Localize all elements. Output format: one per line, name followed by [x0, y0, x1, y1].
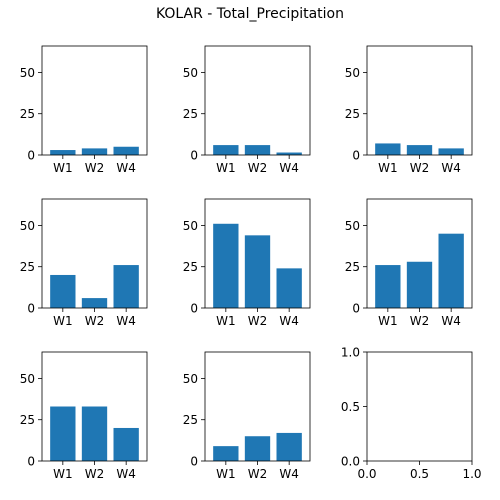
subplot-8-ytick-label-2: 25	[183, 413, 198, 427]
subplot-8-bar-3	[276, 432, 302, 461]
subplot-2-bar-3	[276, 152, 302, 155]
subplot-1-bar-1	[50, 150, 76, 155]
subplot-3-bar-2	[406, 145, 433, 155]
subplot-2-ytick-label-3: 50	[183, 66, 198, 80]
subplot-5-xtick-label-3: W4	[279, 314, 299, 328]
subplot-4-xtick-label-1: W1	[53, 314, 73, 328]
subplot-9-xtick-label-1: 0.0	[357, 467, 376, 481]
subplot-8-bar-2	[244, 436, 271, 461]
subplot-2-xtick-label-2: W2	[248, 161, 268, 175]
subplot-7-xtick-label-2: W2	[85, 467, 105, 481]
subplot-4-ytick-label-1: 0	[27, 302, 35, 316]
subplot-6-bar-1	[375, 265, 401, 308]
subplot-9-ytick-label-1: 0.0	[341, 455, 360, 469]
subplot-1-bar-2	[81, 148, 108, 155]
subplot-7-bar-1	[50, 406, 76, 461]
subplot-2-frame	[204, 45, 311, 156]
subplot-3-ytick-label-1: 0	[352, 149, 360, 163]
subplot-3-xtick-label-3: W4	[441, 161, 461, 175]
subplot-5-xtick-label-1: W1	[216, 314, 236, 328]
subplot-9-frame	[366, 351, 473, 462]
subplot-8-bar-1	[213, 446, 239, 461]
subplot-4-frame	[41, 198, 148, 309]
subplot-6-frame	[366, 198, 473, 309]
subplot-1-frame	[41, 45, 148, 156]
subplot-2-ytick-label-1: 0	[190, 149, 198, 163]
subplot-5-bar-1	[213, 223, 239, 308]
subplot-7-ytick-label-3: 50	[20, 372, 35, 386]
subplot-1-xtick-label-2: W2	[85, 161, 105, 175]
subplot-4-ytick-label-3: 50	[20, 219, 35, 233]
subplot-7-xtick-label-3: W4	[116, 467, 136, 481]
subplot-6-bar-3	[438, 233, 464, 308]
subplot-7-frame	[41, 351, 148, 462]
subplot-8-xtick-label-1: W1	[216, 467, 236, 481]
subplot-4-xtick-label-3: W4	[116, 314, 136, 328]
subplot-8-xtick-label-3: W4	[279, 467, 299, 481]
subplot-4-ytick-label-2: 25	[20, 260, 35, 274]
subplot-3-xtick-label-1: W1	[378, 161, 398, 175]
subplot-6-xtick-label-1: W1	[378, 314, 398, 328]
subplot-4-bar-2	[81, 298, 108, 308]
subplot-9-ytick-label-3: 1.0	[341, 346, 360, 360]
subplot-6-ytick-label-3: 50	[345, 219, 360, 233]
subplot-5-frame	[204, 198, 311, 309]
subplot-5-ytick-label-1: 0	[190, 302, 198, 316]
subplot-5-ytick-label-2: 25	[183, 260, 198, 274]
subplot-4-bar-3	[113, 265, 139, 308]
subplot-6-ytick-label-2: 25	[345, 260, 360, 274]
subplot-1-bar-3	[113, 146, 139, 155]
subplot-2-ytick-label-2: 25	[183, 107, 198, 121]
subplot-2-bar-2	[244, 145, 271, 155]
subplot-5-bar-2	[244, 235, 271, 308]
subplot-2-xtick-label-1: W1	[216, 161, 236, 175]
subplot-9-xtick-label-3: 1.0	[462, 467, 481, 481]
subplot-3-bar-3	[438, 148, 464, 155]
subplot-7-bar-2	[81, 406, 108, 461]
subplot-8-frame	[204, 351, 311, 462]
subplot-8-xtick-label-2: W2	[248, 467, 268, 481]
subplot-8-ytick-label-3: 50	[183, 372, 198, 386]
subplot-7-bar-3	[113, 427, 139, 461]
subplot-1-ytick-label-3: 50	[20, 66, 35, 80]
subplot-6-bar-2	[406, 261, 433, 308]
subplot-5-ytick-label-3: 50	[183, 219, 198, 233]
subplot-3-frame	[366, 45, 473, 156]
subplot-3-xtick-label-2: W2	[410, 161, 430, 175]
subplot-4-bar-1	[50, 274, 76, 308]
subplot-3-ytick-label-2: 25	[345, 107, 360, 121]
figure-title: KOLAR - Total_Precipitation	[155, 6, 344, 22]
subplot-3-bar-1	[375, 143, 401, 155]
subplot-7-xtick-label-1: W1	[53, 467, 73, 481]
subplot-7-ytick-label-2: 25	[20, 413, 35, 427]
subplot-6-xtick-label-3: W4	[441, 314, 461, 328]
subplot-6-ytick-label-1: 0	[352, 302, 360, 316]
subplot-3-ytick-label-3: 50	[345, 66, 360, 80]
subplot-1-ytick-label-2: 25	[20, 107, 35, 121]
subplot-6-xtick-label-2: W2	[410, 314, 430, 328]
subplot-8-ytick-label-1: 0	[190, 455, 198, 469]
subplot-7-ytick-label-1: 0	[27, 455, 35, 469]
subplot-2-bar-1	[213, 145, 239, 155]
subplot-1-ytick-label-1: 0	[27, 149, 35, 163]
subplot-1-xtick-label-3: W4	[116, 161, 136, 175]
subplot-9-xtick-label-2: 0.5	[410, 467, 429, 481]
subplot-2-xtick-label-3: W4	[279, 161, 299, 175]
subplot-5-bar-3	[276, 268, 302, 308]
subplot-5-xtick-label-2: W2	[248, 314, 268, 328]
subplot-4-xtick-label-2: W2	[85, 314, 105, 328]
subplot-1-xtick-label-1: W1	[53, 161, 73, 175]
subplot-9-ytick-label-2: 0.5	[341, 400, 360, 414]
